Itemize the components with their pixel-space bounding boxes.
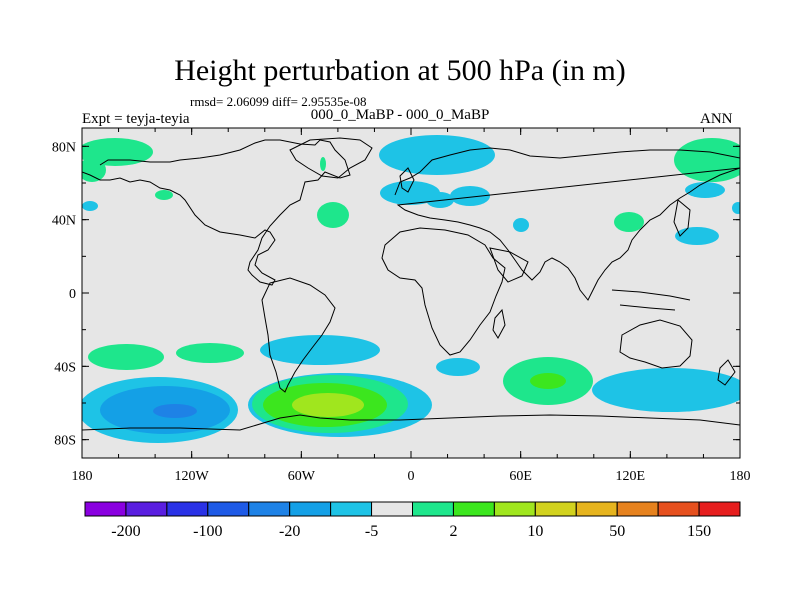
colorbar-label: 10 bbox=[527, 523, 543, 540]
colorbar-label: 2 bbox=[449, 523, 457, 540]
coastline-greenland bbox=[289, 137, 373, 179]
anomaly-positive-strongest bbox=[292, 393, 364, 417]
lon-tick-label: 180 bbox=[730, 469, 751, 484]
colorbar-swatch bbox=[330, 501, 373, 517]
lon-tick-label: 60E bbox=[509, 469, 532, 484]
anomaly-negative bbox=[685, 182, 725, 198]
rmsd-stats: rmsd= 2.06099 diff= 2.95535e-08 bbox=[190, 94, 367, 109]
lat-tick-label: 0 bbox=[69, 287, 76, 302]
anomaly-negative-strongest bbox=[153, 404, 197, 418]
colorbar-swatch bbox=[493, 501, 536, 517]
plot-subtitle: 000_0_MaBP - 000_0_MaBP bbox=[310, 107, 490, 123]
colorbar-swatch bbox=[412, 501, 454, 517]
colorbar-swatch bbox=[657, 501, 700, 517]
plot-title: Height perturbation at 500 hPa (in m) bbox=[174, 54, 626, 87]
coastline-north-america bbox=[82, 139, 351, 286]
coastline-antarctica bbox=[82, 414, 740, 431]
lat-tick-label: 80N bbox=[52, 140, 76, 155]
anomaly-negative bbox=[379, 135, 495, 175]
anomaly-positive bbox=[614, 212, 644, 232]
coastline-europe-asia bbox=[394, 147, 740, 301]
lon-tick-label: 0 bbox=[408, 469, 415, 484]
colorbar-label: 150 bbox=[687, 523, 711, 540]
coastline-uk bbox=[399, 167, 415, 193]
anomaly-negative bbox=[732, 202, 740, 214]
colorbar-swatch bbox=[534, 501, 577, 517]
anomaly-negative bbox=[380, 181, 440, 205]
anomaly-negative bbox=[675, 227, 719, 245]
lon-tick-label: 120E bbox=[616, 469, 646, 484]
anomaly-negative bbox=[436, 358, 480, 376]
longitude-axis: 180 120W 60W 0 60E 120E 180 bbox=[72, 128, 751, 484]
colorbar-label: 50 bbox=[609, 523, 625, 540]
colorbar-swatch bbox=[289, 501, 332, 517]
anomaly-negative bbox=[82, 201, 98, 211]
colorbar-swatch bbox=[207, 501, 250, 517]
colorbar-label: -5 bbox=[365, 523, 378, 540]
colorbar-swatch bbox=[84, 501, 127, 517]
anomaly-negative bbox=[450, 186, 490, 206]
coastline-arabia bbox=[489, 247, 529, 283]
anomaly-negative bbox=[260, 335, 380, 365]
colorbar-swatch bbox=[698, 501, 741, 517]
lon-tick-label: 60W bbox=[288, 469, 316, 484]
coastline-new-zealand bbox=[717, 359, 736, 386]
coastline-indonesia bbox=[611, 289, 691, 311]
latitude-axis: 80N 40N 0 40S 80S bbox=[52, 140, 740, 449]
lat-tick-label: 80S bbox=[54, 434, 76, 449]
colorbar-swatch bbox=[371, 501, 413, 517]
colorbar-swatch bbox=[575, 501, 618, 517]
coastline-madagascar bbox=[492, 308, 506, 339]
anomaly-positive-strong bbox=[530, 373, 566, 389]
colorbar-swatch bbox=[248, 501, 291, 517]
colorbar-label: -200 bbox=[111, 523, 140, 540]
anomaly-positive bbox=[320, 157, 326, 171]
anomaly-positive bbox=[674, 138, 740, 182]
colorbar-swatch bbox=[166, 501, 209, 517]
anomaly-positive bbox=[155, 190, 173, 200]
anomaly-positive bbox=[82, 138, 153, 166]
anomaly-positive bbox=[88, 344, 164, 370]
anomaly-negative bbox=[513, 218, 529, 232]
coastline-south-america bbox=[261, 277, 336, 393]
anomaly-negative bbox=[592, 368, 740, 412]
lat-tick-label: 40N bbox=[52, 214, 76, 229]
experiment-label: Expt = teyja-teyia bbox=[82, 111, 190, 127]
coastlines bbox=[82, 137, 740, 431]
colorbar-swatch bbox=[452, 501, 495, 517]
anomaly-positive bbox=[176, 343, 244, 363]
colorbar-label: -100 bbox=[193, 523, 222, 540]
season-label: ANN bbox=[700, 111, 733, 127]
anomaly-positive bbox=[82, 158, 106, 182]
colorbar-swatch bbox=[616, 501, 659, 517]
colorbar-label: -20 bbox=[279, 523, 300, 540]
coastline-australia bbox=[619, 319, 693, 369]
lon-tick-label: 180 bbox=[72, 469, 93, 484]
colorbar-swatch bbox=[125, 501, 168, 517]
lat-tick-label: 40S bbox=[54, 360, 76, 375]
coastline-japan bbox=[673, 199, 691, 237]
coastline-africa bbox=[381, 227, 506, 356]
lon-tick-label: 120W bbox=[175, 469, 210, 484]
colorbar: -200 -100 -20 -5 2 10 50 150 bbox=[84, 501, 741, 540]
anomaly-positive bbox=[317, 202, 349, 228]
